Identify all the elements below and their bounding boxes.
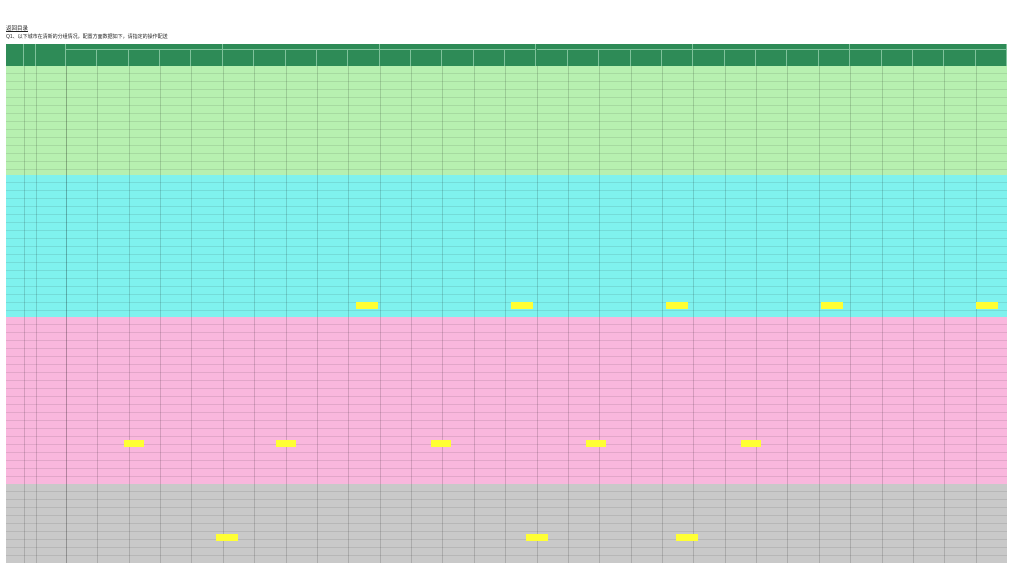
header-sub-cell [66, 50, 98, 66]
header-sub-cell [380, 50, 412, 66]
back-to-contents-link[interactable]: 返回目录 [6, 26, 29, 32]
header-sub-cell [850, 50, 882, 66]
header-sub-cell [882, 50, 913, 66]
header-sub-cell [474, 50, 506, 66]
column-divider [411, 66, 412, 563]
highlighted-cell [216, 534, 238, 541]
column-divider [850, 66, 851, 563]
column-divider [725, 66, 726, 563]
column-divider [442, 66, 443, 563]
column-divider [66, 66, 67, 563]
header-sub-cell [568, 50, 600, 66]
highlighted-cell [431, 440, 451, 447]
highlighted-cell [586, 440, 606, 447]
column-divider [568, 66, 569, 563]
column-divider [662, 66, 663, 563]
header-sub-cell [505, 50, 537, 66]
header-sub-cell [191, 50, 223, 66]
header-group-cell [66, 44, 223, 50]
header-sub-cell [631, 50, 662, 66]
header-group-cell [536, 44, 694, 50]
column-divider [976, 66, 977, 563]
header-sub-cell [756, 50, 788, 66]
header-group-cell [222, 44, 380, 50]
header-sub-cell [286, 50, 317, 66]
header-sub-cell [442, 50, 474, 66]
column-divider [380, 66, 381, 563]
column-divider [944, 66, 945, 563]
header-group-cell [693, 44, 851, 50]
column-divider [913, 66, 914, 563]
column-divider [693, 66, 694, 563]
column-divider [223, 66, 224, 563]
column-divider [286, 66, 287, 563]
header-sub-cell [693, 50, 725, 66]
highlighted-cell [276, 440, 296, 447]
header-sub-cell [129, 50, 161, 66]
header-sub-cell [411, 50, 443, 66]
column-divider [97, 66, 98, 563]
spreadsheet-table [6, 44, 1007, 563]
highlighted-cell [124, 440, 144, 447]
column-divider [129, 66, 130, 563]
column-divider [631, 66, 632, 563]
row-band [6, 317, 1007, 484]
header-sub-cell [787, 50, 819, 66]
highlighted-cell [511, 302, 533, 309]
column-divider [24, 66, 25, 563]
column-divider [599, 66, 600, 563]
column-divider [756, 66, 757, 563]
header-label-cell [6, 44, 24, 66]
column-divider [160, 66, 161, 563]
header-sub-cell [348, 50, 380, 66]
row-band [6, 484, 1007, 563]
header-label-cell [24, 44, 36, 66]
header-sub-cell [819, 50, 851, 66]
highlighted-cell [821, 302, 843, 309]
highlighted-cell [976, 302, 998, 309]
highlighted-cell [356, 302, 378, 309]
column-divider [348, 66, 349, 563]
column-divider [191, 66, 192, 563]
row-band [6, 175, 1007, 317]
header-group-cell [850, 44, 1007, 50]
column-divider [66, 66, 67, 563]
header-sub-cell [662, 50, 694, 66]
header-sub-cell [537, 50, 568, 66]
column-divider [254, 66, 255, 563]
header-sub-cell [944, 50, 976, 66]
header-label-cell [36, 44, 66, 66]
column-divider [36, 66, 37, 563]
column-divider [474, 66, 475, 563]
header-sub-cell [317, 50, 349, 66]
highlighted-cell [666, 302, 688, 309]
column-divider [317, 66, 318, 563]
header-sub-cell [254, 50, 286, 66]
header-sub-cell [97, 50, 129, 66]
header-sub-cell [599, 50, 631, 66]
header-group-cell [379, 44, 537, 50]
question-text: Q1、以下城市在清新的分组情况，配置方面数据如下，请指定的操作配送 [6, 34, 168, 40]
header-sub-cell [160, 50, 192, 66]
column-divider [505, 66, 506, 563]
header-sub-cell [976, 50, 1007, 66]
column-divider [537, 66, 538, 563]
highlighted-cell [676, 534, 698, 541]
row-band [6, 66, 1007, 175]
header-sub-cell [725, 50, 757, 66]
column-divider [787, 66, 788, 563]
highlighted-cell [741, 440, 761, 447]
header-sub-cell [223, 50, 255, 66]
header-sub-cell [913, 50, 945, 66]
column-divider [819, 66, 820, 563]
column-divider [882, 66, 883, 563]
highlighted-cell [526, 534, 548, 541]
